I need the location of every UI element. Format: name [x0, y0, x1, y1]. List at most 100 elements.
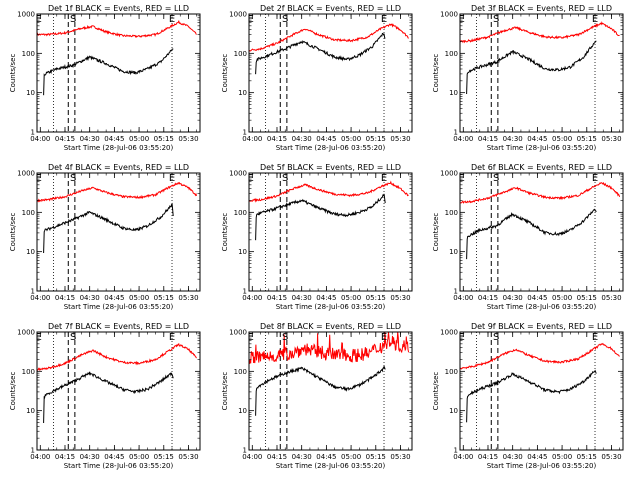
marker-s: S	[70, 14, 76, 25]
marker-e: E	[381, 332, 387, 343]
x-tick-label: 05:00	[129, 453, 149, 461]
x-axis-label: Start Time (28-Jul-06 03:55:20)	[276, 462, 386, 470]
y-axis-label: Counts/sec	[432, 372, 440, 411]
x-tick-label: 05:00	[129, 294, 149, 302]
x-tick-label: 05:00	[552, 135, 572, 143]
x-tick-label: 04:30	[503, 453, 523, 461]
series-events-line	[43, 371, 174, 424]
panel-2: Det 2f BLACK = Events, RED = LLD 1 10 100 10…	[221, 4, 413, 152]
x-tick-label: 04:00	[242, 135, 262, 143]
x-tick-label: 05:30	[601, 135, 621, 143]
y-tick-label: 10	[26, 248, 35, 256]
x-tick-label: 04:15	[478, 453, 498, 461]
x-tick-label: 04:00	[453, 453, 473, 461]
x-tick-label: 05:00	[552, 294, 572, 302]
marker-e: E	[35, 173, 41, 184]
x-tick-label: 05:15	[154, 453, 174, 461]
y-tick-label: 100	[234, 50, 247, 58]
x-tick-label: 04:00	[453, 135, 473, 143]
series-lld-line	[459, 181, 621, 204]
x-tick-label: 04:45	[527, 453, 547, 461]
y-tick-label: 10	[449, 248, 458, 256]
y-axis-label: Counts/sec	[221, 54, 229, 93]
y-tick-label: 1	[31, 288, 35, 296]
y-tick-label: 10	[238, 89, 247, 97]
x-tick-label: 04:30	[80, 294, 100, 302]
series-lld-line	[248, 180, 409, 203]
marker-s: S	[282, 14, 288, 25]
series-lld-line	[36, 343, 197, 371]
x-tick-label: 04:15	[267, 135, 287, 143]
y-tick-label: 10	[449, 407, 458, 415]
x-tick-label: 05:00	[341, 453, 361, 461]
y-tick-label: 1000	[17, 170, 35, 178]
y-axis-label: Counts/sec	[9, 213, 17, 252]
y-tick-label: 100	[22, 209, 35, 217]
y-tick-label: 1	[243, 288, 247, 296]
x-tick-label: 04:15	[55, 453, 75, 461]
y-tick-label: 1000	[440, 329, 458, 337]
x-tick-label: 05:15	[154, 135, 174, 143]
y-tick-label: 100	[234, 368, 247, 376]
x-tick-label: 05:15	[366, 294, 386, 302]
panel-8: Det 8f BLACK = Events, RED = LLD 1 10 100 10…	[221, 322, 413, 470]
y-axis-label: Counts/sec	[432, 213, 440, 252]
y-tick-label: 1	[454, 447, 458, 455]
y-tick-label: 1000	[17, 11, 35, 19]
marker-e: E	[592, 332, 598, 343]
panel-title: Det 4f BLACK = Events, RED = LLD	[48, 163, 189, 172]
plot-frame	[459, 331, 624, 451]
series-events-line	[43, 202, 174, 254]
marker-e: E	[169, 173, 175, 184]
panel-title: Det 2f BLACK = Events, RED = LLD	[260, 4, 401, 13]
marker-e: E	[35, 14, 41, 25]
series-lld-line	[248, 23, 409, 52]
plot-frame	[248, 172, 413, 292]
panel-title: Det 1f BLACK = Events, RED = LLD	[48, 4, 189, 13]
y-tick-label: 1000	[17, 329, 35, 337]
marker-e: E	[169, 14, 175, 25]
series-lld-line	[459, 21, 620, 44]
y-tick-label: 10	[238, 248, 247, 256]
y-axis-label: Counts/sec	[9, 54, 17, 93]
series-events-line	[255, 365, 386, 416]
series-events-line	[466, 369, 597, 423]
y-tick-label: 100	[234, 209, 247, 217]
x-tick-label: 05:15	[366, 135, 386, 143]
panel-1: Det 1f BLACK = Events, RED = LLD 1 10 100 10…	[9, 4, 201, 152]
panel-3: Det 3f BLACK = Events, RED = LLD 1 10 100 10…	[432, 4, 624, 152]
x-tick-label: 04:30	[292, 294, 312, 302]
y-tick-label: 1000	[229, 170, 247, 178]
x-axis-label: Start Time (28-Jul-06 03:55:20)	[64, 462, 174, 470]
marker-e: E	[592, 173, 598, 184]
marker-e: E	[169, 332, 175, 343]
x-tick-label: 04:00	[453, 294, 473, 302]
marker-s: S	[282, 173, 288, 184]
panel-5: Det 5f BLACK = Events, RED = LLD 1 10 100 10…	[221, 163, 413, 311]
plot-frame	[36, 331, 201, 451]
x-tick-label: 04:15	[267, 294, 287, 302]
panel-4: Det 4f BLACK = Events, RED = LLD 1 10 100 10…	[9, 163, 201, 311]
x-tick-label: 05:30	[178, 135, 198, 143]
marker-e: E	[381, 173, 387, 184]
marker-e: E	[458, 173, 464, 184]
plot-frame	[248, 13, 413, 133]
x-tick-label: 04:45	[316, 135, 336, 143]
x-tick-label: 05:00	[552, 453, 572, 461]
y-axis-label: Counts/sec	[221, 372, 229, 411]
marker-s: S	[493, 332, 499, 343]
x-tick-label: 04:45	[104, 453, 124, 461]
plot-frame	[459, 172, 624, 292]
y-tick-label: 1000	[440, 11, 458, 19]
x-tick-label: 05:15	[577, 453, 597, 461]
x-tick-label: 04:30	[503, 135, 523, 143]
series-lld-line	[248, 331, 410, 364]
y-axis-label: Counts/sec	[221, 213, 229, 252]
y-tick-label: 10	[238, 407, 247, 415]
x-axis-label: Start Time (28-Jul-06 03:55:20)	[487, 303, 597, 311]
x-tick-label: 04:30	[292, 135, 312, 143]
x-tick-label: 04:30	[503, 294, 523, 302]
panel-title: Det 6f BLACK = Events, RED = LLD	[471, 163, 612, 172]
x-tick-label: 04:15	[267, 453, 287, 461]
y-tick-label: 100	[22, 368, 35, 376]
